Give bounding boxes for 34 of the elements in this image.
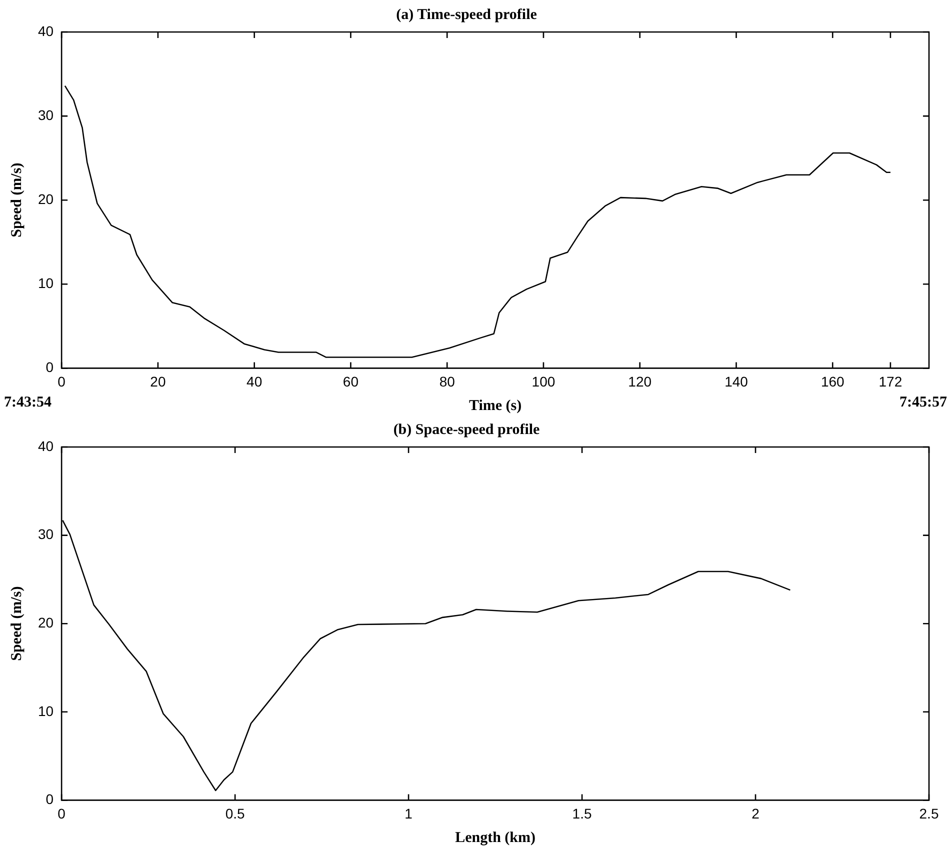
x-axis-title: Length (km)	[455, 830, 536, 846]
x-tick-label: 140	[724, 373, 748, 390]
y-tick-label: 20	[38, 614, 54, 630]
x-tick-label: 60	[342, 373, 359, 390]
x-tick-label: 100	[532, 373, 556, 390]
x-tick-label: 1	[404, 805, 413, 822]
x-tick-label: 0	[58, 373, 66, 390]
text: 7:45:57	[900, 394, 948, 411]
chart-title: (a) Time-speed profile	[396, 6, 538, 23]
y-axis-title: Speed (m/s)	[8, 162, 25, 238]
x-axis-title: Time (s)	[468, 398, 522, 414]
y-tick-label: 40	[38, 22, 54, 39]
x-tick-label: 172	[878, 373, 902, 390]
y-tick-label: 0	[46, 791, 54, 808]
y-tick-label: 10	[38, 275, 54, 292]
x-tick-label: 1.5	[572, 805, 592, 822]
y-tick-label: 30	[38, 526, 54, 542]
y-axis-title: Speed (m/s)	[8, 586, 25, 661]
y-tick-label: 20	[38, 190, 54, 207]
y-tick-label: 30	[38, 106, 54, 123]
x-tick-label: 160	[820, 373, 845, 390]
text: 7:43:54	[4, 394, 52, 411]
x-tick-label: 2	[752, 805, 760, 822]
x-tick-label: 120	[628, 373, 652, 390]
x-tick-label: 80	[439, 373, 456, 390]
y-tick-label: 0	[46, 359, 54, 376]
chart-title: (b) Space-speed profile	[393, 422, 540, 438]
x-tick-label: 2.5	[919, 805, 939, 822]
x-tick-label: 20	[150, 373, 166, 390]
y-tick-label: 40	[38, 438, 54, 454]
x-tick-label: 40	[246, 373, 262, 390]
x-tick-label: 0.5	[225, 805, 245, 822]
x-tick-label: 0	[58, 805, 66, 822]
y-tick-label: 10	[38, 702, 54, 719]
